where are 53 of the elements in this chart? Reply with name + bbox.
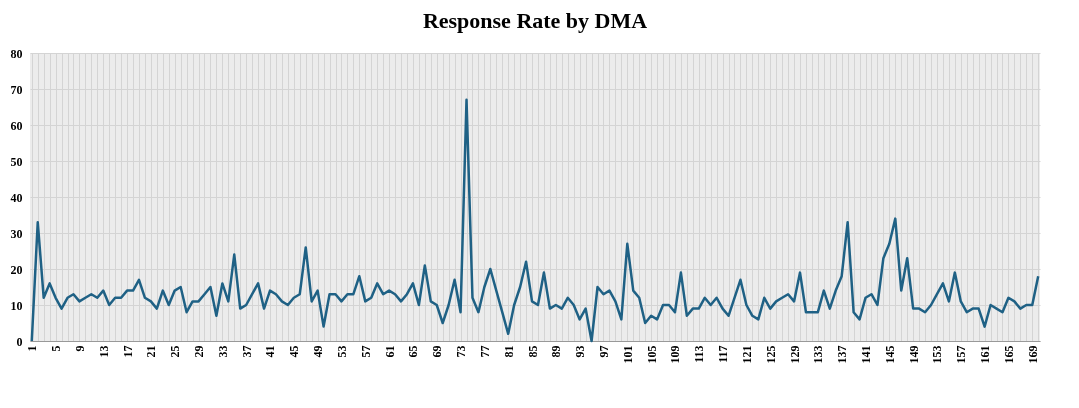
x-tick-label: 49 — [311, 345, 326, 358]
x-tick-label: 81 — [501, 345, 516, 358]
x-tick-label: 125 — [763, 345, 778, 364]
x-tick-label: 85 — [525, 345, 540, 358]
x-tick-label: 29 — [192, 345, 207, 358]
y-tick-label: 80 — [10, 46, 23, 61]
x-tick-label: 165 — [1001, 345, 1016, 364]
x-tick-label: 73 — [454, 345, 469, 358]
x-tick-label: 133 — [811, 345, 826, 364]
chart-title: Response Rate by DMA — [422, 8, 648, 33]
y-tick-label: 50 — [10, 154, 23, 169]
x-tick-label: 149 — [906, 345, 921, 364]
x-tick-label: 69 — [430, 345, 445, 358]
x-tick-label: 101 — [620, 345, 635, 364]
x-tick-label: 17 — [120, 345, 135, 358]
x-tick-label: 5 — [49, 345, 64, 352]
x-tick-label: 65 — [406, 345, 421, 358]
y-tick-label: 60 — [10, 118, 23, 133]
x-tick-label: 41 — [263, 345, 278, 358]
x-tick-label: 169 — [1025, 345, 1040, 364]
x-tick-label: 117 — [716, 345, 731, 363]
y-tick-label: 0 — [16, 334, 23, 349]
x-tick-label: 13 — [96, 345, 111, 358]
x-tick-label: 105 — [644, 345, 659, 364]
x-tick-label: 77 — [477, 345, 492, 358]
x-tick-label: 21 — [144, 345, 159, 358]
x-tick-label: 37 — [239, 345, 254, 358]
x-tick-label: 61 — [382, 345, 397, 358]
x-tick-label: 1 — [25, 345, 40, 352]
y-tick-label: 30 — [10, 226, 23, 241]
x-tick-label: 89 — [549, 345, 564, 358]
x-tick-label: 145 — [882, 345, 897, 364]
x-tick-label: 141 — [859, 345, 874, 364]
x-tick-label: 93 — [573, 345, 588, 358]
x-tick-label: 113 — [692, 345, 707, 363]
x-tick-label: 109 — [668, 345, 683, 364]
x-tick-label: 33 — [215, 345, 230, 358]
x-tick-label: 121 — [739, 345, 754, 364]
x-tick-label: 129 — [787, 345, 802, 364]
x-tick-label: 97 — [596, 345, 611, 358]
x-tick-label: 137 — [835, 345, 850, 364]
x-tick-label: 157 — [954, 345, 969, 364]
x-tick-label: 25 — [168, 345, 183, 358]
y-tick-label: 20 — [10, 262, 23, 277]
x-tick-label: 9 — [72, 345, 87, 352]
x-tick-label: 53 — [334, 345, 349, 358]
x-tick-label: 45 — [287, 345, 302, 358]
x-tick-label: 153 — [930, 345, 945, 364]
x-tick-label: 57 — [358, 345, 373, 358]
y-tick-label: 10 — [10, 298, 23, 313]
x-tick-label: 161 — [978, 345, 993, 364]
y-tick-label: 70 — [10, 82, 23, 97]
y-tick-label: 40 — [10, 190, 23, 205]
